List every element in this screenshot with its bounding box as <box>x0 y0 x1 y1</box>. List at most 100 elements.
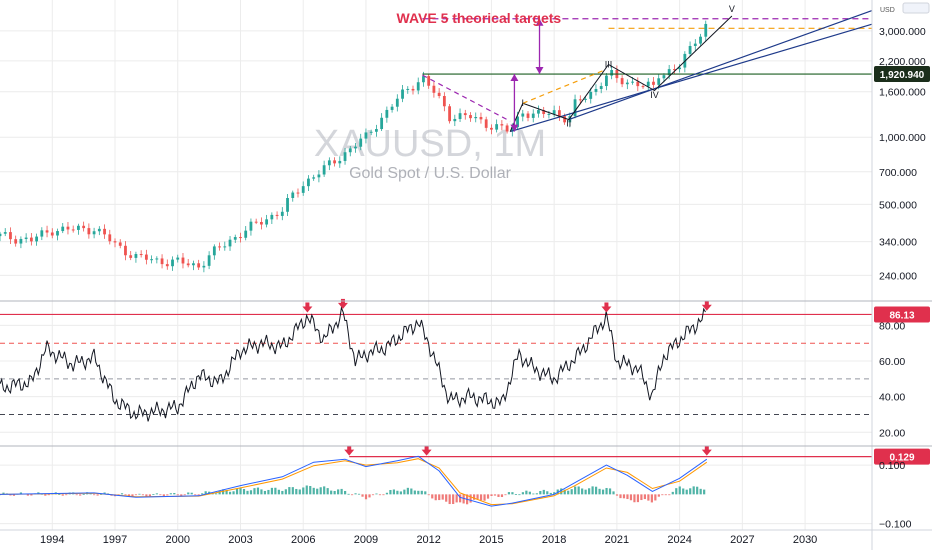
rsi-value-badge-bg <box>874 306 930 323</box>
macd-histogram-bar <box>61 494 64 496</box>
macd-histogram-bar <box>539 491 542 495</box>
macd-histogram-bar <box>337 489 340 495</box>
candle <box>631 81 634 83</box>
candle <box>693 43 697 46</box>
macd-histogram-bar <box>197 494 200 496</box>
macd-histogram-bar <box>246 490 249 495</box>
x-tick-label: 1997 <box>103 534 127 546</box>
macd-histogram-bar <box>472 494 476 500</box>
rsi-tick-label: 20.00 <box>879 427 905 439</box>
macd-histogram-bar <box>277 489 280 495</box>
macd-histogram-bar <box>479 494 483 501</box>
candle <box>197 263 201 268</box>
candle <box>124 245 127 256</box>
macd-histogram-bar <box>291 487 294 495</box>
macd-histogram-bar <box>497 494 500 497</box>
candle <box>45 230 49 233</box>
macd-histogram-bar <box>636 494 640 503</box>
macd-histogram-bar <box>166 494 169 496</box>
macd-histogram-bar <box>190 492 193 495</box>
macd-histogram-bar <box>703 489 706 495</box>
macd-histogram-bar <box>514 494 518 495</box>
macd-histogram-bar <box>417 490 420 495</box>
macd-histogram-bar <box>124 494 127 496</box>
measured-move-arrow-2-head-top <box>535 18 544 26</box>
macd-histogram-bar <box>368 494 371 498</box>
macd-histogram-bar <box>267 489 270 495</box>
candle <box>176 257 180 260</box>
candle <box>97 228 101 232</box>
grid <box>0 0 872 530</box>
x-tick-label: 2000 <box>166 534 190 546</box>
candle <box>416 82 420 91</box>
price-tick-label: 700.000 <box>879 167 917 179</box>
correction-channel-line <box>422 74 511 122</box>
candle <box>19 238 23 244</box>
macd-histogram-bar <box>413 490 416 495</box>
macd-histogram <box>0 485 706 505</box>
macd-histogram-bar <box>640 494 643 501</box>
macd-histogram-bar <box>340 488 343 495</box>
macd-histogram-bar <box>176 494 179 496</box>
candle <box>348 148 352 153</box>
candle <box>322 165 326 175</box>
macd-histogram-bar <box>187 492 190 495</box>
macd-histogram-bar <box>298 489 301 495</box>
candle <box>380 117 384 130</box>
macd-histogram-bar <box>581 488 584 495</box>
macd-histogram-bar <box>483 494 486 501</box>
macd-histogram-bar <box>120 493 124 495</box>
rsi-pane[interactable]: 86.13 <box>0 298 930 422</box>
macd-histogram-bar <box>2 492 5 495</box>
macd-histogram-bar <box>615 494 619 496</box>
current-price-badge-bg <box>874 66 930 83</box>
candle <box>118 242 122 246</box>
macd-histogram-bar <box>619 494 622 499</box>
candle <box>171 259 174 267</box>
macd-histogram-bar <box>309 486 312 495</box>
macd-histogram-bar <box>696 486 699 495</box>
macd-histogram-bar <box>598 488 601 495</box>
macd-histogram-bar <box>344 490 347 495</box>
candle <box>521 113 525 117</box>
candle <box>9 232 12 240</box>
macd-histogram-bar <box>399 491 402 495</box>
candle <box>139 254 143 256</box>
wave-structure-line <box>509 15 733 132</box>
x-tick-label: 2021 <box>605 534 629 546</box>
macd-histogram-bar <box>284 489 287 495</box>
candle <box>605 75 608 87</box>
price-tick-label: 500.000 <box>879 199 917 211</box>
macd-histogram-bar <box>316 488 319 495</box>
candle <box>448 106 451 122</box>
macd-histogram-bar <box>546 491 549 495</box>
macd-histogram-bar <box>389 489 392 495</box>
x-tick-label: 2030 <box>793 534 817 546</box>
macd-histogram-bar <box>215 493 218 495</box>
candle <box>557 110 561 117</box>
candle <box>375 129 378 132</box>
candle <box>0 233 2 237</box>
x-tick-label: 2012 <box>416 534 440 546</box>
macd-histogram-bar <box>406 487 409 495</box>
candle <box>699 36 702 44</box>
candle <box>594 88 598 92</box>
candle <box>307 178 310 187</box>
macd-histogram-bar <box>82 494 85 495</box>
macd-histogram-bar <box>288 487 291 495</box>
macd-pane[interactable]: 0.129 <box>0 445 930 507</box>
candle <box>14 239 18 244</box>
candle <box>212 246 216 256</box>
wave-3-projection <box>522 69 605 104</box>
candle <box>286 197 289 212</box>
candle <box>228 239 232 247</box>
macd-histogram-bar <box>173 493 176 495</box>
macd-histogram-bar <box>588 488 591 495</box>
scale-settings-button[interactable] <box>902 2 930 14</box>
macd-histogram-bar <box>643 494 646 500</box>
candle <box>432 85 436 93</box>
macd-histogram-bar <box>152 494 155 495</box>
macd-histogram-bar <box>201 493 204 495</box>
